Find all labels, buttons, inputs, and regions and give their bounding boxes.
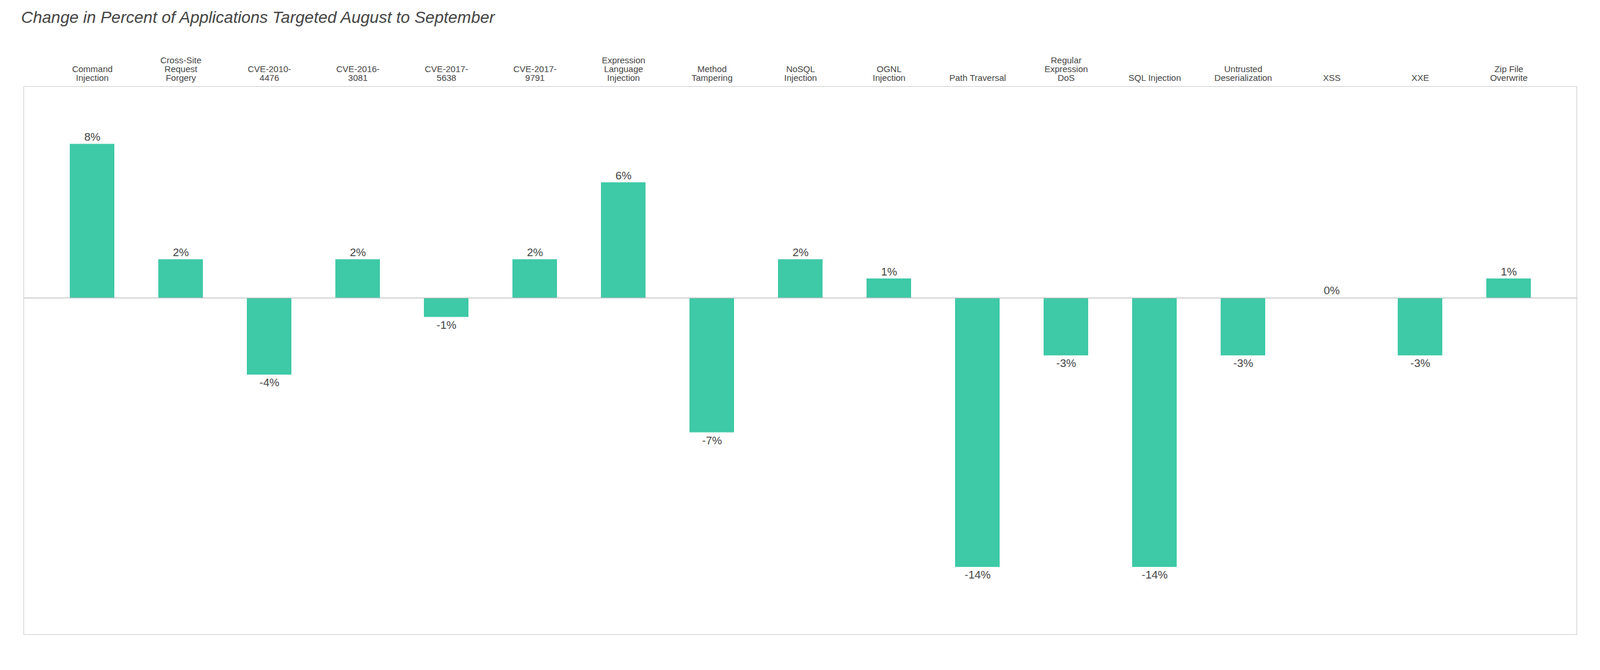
svg-text:-7%: -7%	[702, 434, 723, 447]
svg-text:NoSQLInjection: NoSQLInjection	[784, 63, 818, 83]
svg-text:2%: 2%	[350, 246, 367, 259]
svg-text:ExpressionLanguageInjection: ExpressionLanguageInjection	[601, 55, 645, 83]
svg-text:-14%: -14%	[1141, 568, 1168, 582]
svg-text:SQL Injection: SQL Injection	[1128, 72, 1182, 83]
svg-text:XXE: XXE	[1411, 72, 1429, 83]
svg-text:-3%: -3%	[1233, 357, 1254, 370]
svg-text:2%: 2%	[527, 246, 544, 259]
svg-text:Path Traversal: Path Traversal	[949, 72, 1007, 83]
svg-text:2%: 2%	[792, 246, 810, 259]
svg-text:CVE-2010-4476: CVE-2010-4476	[247, 63, 291, 83]
svg-text:-3%: -3%	[1410, 357, 1431, 370]
svg-text:RegularExpressionDoS: RegularExpressionDoS	[1044, 55, 1088, 83]
svg-text:-14%: -14%	[964, 568, 991, 582]
svg-text:UntrustedDeserialization: UntrustedDeserialization	[1214, 63, 1272, 83]
svg-text:-1%: -1%	[436, 318, 457, 332]
svg-text:8%: 8%	[84, 130, 101, 144]
svg-text:1%: 1%	[1500, 265, 1518, 278]
svg-text:MethodTampering: MethodTampering	[691, 63, 733, 83]
svg-text:CommandInjection: CommandInjection	[72, 63, 113, 83]
svg-text:XSS: XSS	[1322, 72, 1341, 83]
svg-text:CVE-2017-9791: CVE-2017-9791	[513, 63, 557, 83]
svg-text:1%: 1%	[881, 265, 898, 278]
svg-text:0%: 0%	[1323, 284, 1341, 297]
svg-text:Cross-SiteRequestForgery: Cross-SiteRequestForgery	[160, 55, 202, 83]
svg-text:OGNLInjection: OGNLInjection	[872, 63, 906, 83]
svg-text:-3%: -3%	[1056, 357, 1077, 370]
svg-text:CVE-2017-5638: CVE-2017-5638	[424, 63, 468, 83]
svg-text:CVE-2016-3081: CVE-2016-3081	[335, 63, 380, 83]
svg-text:6%: 6%	[615, 169, 633, 182]
svg-text:Zip FileOverwrite: Zip FileOverwrite	[1489, 63, 1528, 83]
svg-text:-4%: -4%	[259, 376, 280, 389]
html-text:Change in Percent of Applicati: Change in Percent of Applications Target…	[21, 8, 495, 27]
svg-text:2%: 2%	[172, 246, 190, 259]
